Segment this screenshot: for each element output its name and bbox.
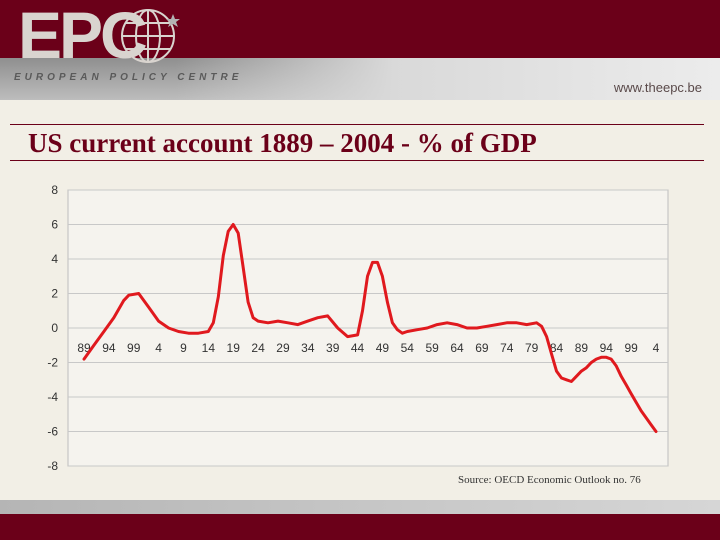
x-tick-label: 99	[624, 341, 638, 355]
x-tick-label: 94	[600, 341, 614, 355]
x-tick-label: 74	[500, 341, 514, 355]
chart-source: Source: OECD Economic Outlook no. 76	[458, 474, 641, 486]
x-tick-label: 89	[77, 341, 91, 355]
x-tick-label: 34	[301, 341, 315, 355]
x-tick-label: 14	[202, 341, 216, 355]
y-tick-label: 6	[51, 218, 58, 232]
y-tick-label: 4	[51, 252, 58, 266]
footer-band	[0, 514, 720, 540]
x-tick-label: 84	[550, 341, 564, 355]
logo-text: EPC	[18, 0, 148, 72]
x-tick-label: 94	[102, 341, 116, 355]
x-tick-label: 4	[155, 341, 162, 355]
x-tick-label: 49	[376, 341, 390, 355]
y-tick-label: -6	[47, 425, 58, 439]
x-tick-label: 29	[276, 341, 290, 355]
globe-icon	[121, 9, 180, 63]
y-tick-label: 0	[51, 321, 58, 335]
website-url[interactable]: www.theepc.be	[613, 80, 702, 95]
footer-strip	[0, 500, 720, 514]
x-tick-label: 44	[351, 341, 365, 355]
y-tick-label: -4	[47, 390, 58, 404]
series-line	[82, 223, 658, 433]
x-tick-label: 39	[326, 341, 340, 355]
logo-subtitle: EUROPEAN POLICY CENTRE	[14, 72, 243, 83]
x-tick-label: 59	[425, 341, 439, 355]
epc-logo[interactable]: EPC EUROPEAN POLICY CENTRE	[10, 0, 238, 95]
slide-title: US current account 1889 – 2004 - % of GD…	[28, 128, 537, 158]
header-fade	[175, 58, 720, 100]
y-tick-label: -8	[47, 459, 58, 473]
y-tick-label: 8	[51, 183, 58, 197]
x-tick-label: 4	[653, 341, 660, 355]
x-tick-label: 89	[575, 341, 589, 355]
star-icon	[166, 14, 180, 27]
x-tick-label: 54	[401, 341, 415, 355]
x-tick-label: 69	[475, 341, 489, 355]
title-rule-top	[10, 124, 704, 125]
y-tick-label: -2	[47, 356, 58, 370]
x-tick-label: 99	[127, 341, 141, 355]
x-tick-label: 24	[251, 341, 265, 355]
x-tick-label: 19	[227, 341, 241, 355]
title-rule-bottom	[10, 160, 704, 161]
x-tick-label: 79	[525, 341, 539, 355]
y-tick-label: 2	[51, 287, 58, 301]
x-tick-label: 9	[180, 341, 187, 355]
x-tick-label: 64	[450, 341, 464, 355]
